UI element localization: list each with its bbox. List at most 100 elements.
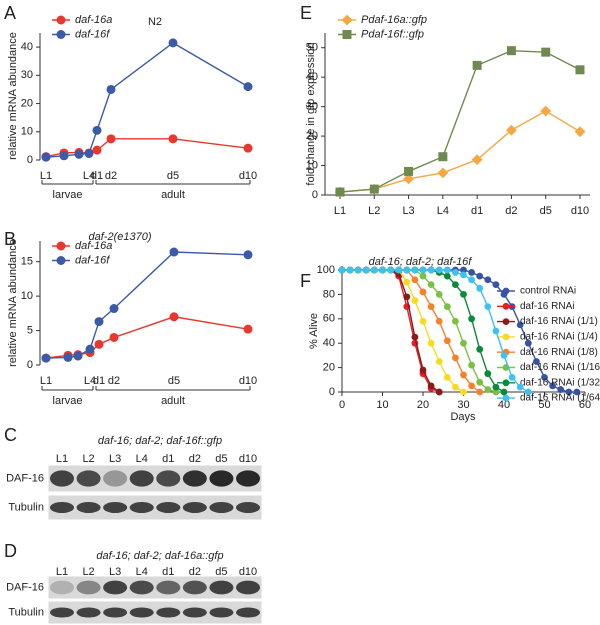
marker <box>243 250 253 260</box>
marker <box>460 388 467 396</box>
x-tick-label: 20 <box>417 399 429 411</box>
lane-label: L1 <box>56 453 68 465</box>
lane-label: d10 <box>239 566 257 578</box>
blot-band <box>156 580 181 595</box>
marker <box>476 345 484 353</box>
y-tick-label: 80 <box>323 288 335 300</box>
marker <box>575 65 585 75</box>
marker <box>379 266 386 274</box>
x-tick-label: d2 <box>505 205 517 217</box>
panel-letter: E <box>300 3 312 23</box>
marker <box>335 187 345 197</box>
blot-band <box>50 502 74 513</box>
x-tick-label: L3 <box>402 205 414 217</box>
marker <box>243 143 253 153</box>
y-axis-label: fold change in gfp expression <box>305 42 317 185</box>
marker <box>411 276 419 284</box>
marker <box>502 379 510 387</box>
legend-label: daf-16 RNAi (1/4) <box>520 332 598 343</box>
marker <box>476 378 484 386</box>
blot-band <box>236 470 260 487</box>
legend-label: daf-16 RNAi (1/32) <box>520 377 600 388</box>
marker <box>492 383 500 391</box>
bracket-label: adult <box>161 395 185 407</box>
y-tick-label: 0 <box>329 386 335 398</box>
marker <box>502 333 510 341</box>
marker <box>484 303 492 310</box>
blot-band <box>129 470 154 487</box>
lane-label: d2 <box>189 453 201 465</box>
x-tick-label: 30 <box>457 399 469 411</box>
marker <box>243 324 253 334</box>
y-tick-label: 30 <box>306 101 318 113</box>
marker <box>411 266 419 274</box>
blot-band <box>50 470 74 487</box>
blot-band <box>103 502 128 513</box>
lane-label: L2 <box>82 453 94 465</box>
marker <box>471 154 483 166</box>
marker <box>427 303 435 310</box>
marker <box>549 382 556 390</box>
marker <box>492 388 500 396</box>
marker <box>492 327 500 335</box>
x-tick-label: d1 <box>471 205 483 217</box>
marker <box>338 266 346 274</box>
marker <box>92 125 102 135</box>
series-line <box>45 42 249 158</box>
marker <box>435 317 443 325</box>
y-tick-label: 10 <box>21 126 33 138</box>
lane-label: L2 <box>82 566 94 578</box>
blot-band <box>182 502 207 513</box>
marker <box>56 15 66 25</box>
y-tick-label: 0 <box>27 359 33 371</box>
marker <box>541 373 548 381</box>
x-tick-label: L1 <box>334 205 346 217</box>
blot-strip <box>47 575 263 600</box>
marker <box>85 344 95 354</box>
marker <box>541 47 551 57</box>
row-label: DAF-16 <box>6 581 44 593</box>
marker <box>427 382 435 390</box>
marker <box>427 266 435 274</box>
marker <box>460 291 467 298</box>
legend-label: daf-16f <box>75 28 110 40</box>
marker <box>403 266 411 274</box>
marker <box>443 266 451 274</box>
bracket-label: adult <box>161 189 185 201</box>
legend-label: daf-16 RNAi (1/64) <box>520 393 600 404</box>
marker <box>354 266 362 274</box>
marker <box>574 126 586 138</box>
marker <box>516 383 524 391</box>
blot-band <box>209 470 234 487</box>
y-axis-label: % Alive <box>308 313 320 349</box>
marker <box>404 166 414 176</box>
marker <box>94 339 104 349</box>
x-tick-label: d10 <box>239 170 257 182</box>
blot-band <box>76 607 101 618</box>
blot-band <box>76 580 101 595</box>
marker <box>168 134 178 144</box>
marker <box>484 276 492 284</box>
x-tick-label: L2 <box>368 205 380 217</box>
lane-label: d2 <box>189 566 201 578</box>
panel-letter: A <box>4 3 16 23</box>
blot-band <box>236 580 260 595</box>
marker <box>468 382 475 390</box>
marker <box>443 337 451 345</box>
x-tick-label: 60 <box>579 399 591 411</box>
marker <box>468 276 475 284</box>
blot-band <box>236 502 260 513</box>
marker <box>94 317 104 327</box>
row-label: Tubulin <box>8 606 44 618</box>
marker <box>573 388 581 396</box>
chart-title: daf-2(e1370) <box>89 231 152 243</box>
panel-letter: F <box>300 271 311 291</box>
blot-title: daf-16; daf-2; daf-16f::gfp <box>98 435 222 447</box>
marker <box>419 366 427 374</box>
marker <box>435 266 443 274</box>
x-tick-label: d2 <box>108 375 120 387</box>
legend-label: daf-16a <box>75 240 112 252</box>
marker <box>74 149 84 159</box>
marker <box>435 358 443 365</box>
marker <box>169 312 179 322</box>
